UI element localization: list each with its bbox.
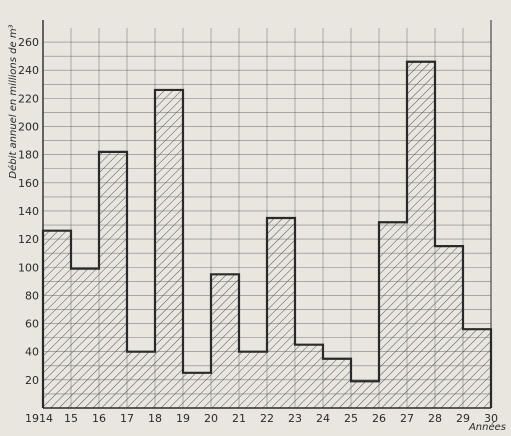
bar-21 (239, 351, 267, 408)
x-tick-label: 23 (288, 412, 302, 425)
y-tick-label: 120 (18, 233, 39, 246)
y-tick-label: 100 (18, 261, 39, 274)
bar-22 (267, 218, 295, 408)
bar-1914 (43, 230, 71, 408)
bar-16 (99, 151, 127, 408)
x-tick-label: 19 (176, 412, 190, 425)
x-tick-label: 21 (232, 412, 246, 425)
bar-27 (407, 61, 435, 409)
bar-28 (435, 246, 463, 408)
x-axis-label: Années (468, 421, 506, 432)
y-tick-label: 40 (25, 346, 39, 359)
y-tick-label: 60 (25, 318, 39, 331)
bar-25 (351, 381, 379, 408)
y-tick-label: 220 (18, 92, 39, 105)
bar-26 (379, 222, 407, 408)
x-tick-label: 18 (148, 412, 162, 425)
y-axis-label: Débit annuel en millions de m³ (7, 24, 19, 178)
bar-24 (323, 358, 351, 408)
x-tick-label: 27 (400, 412, 414, 425)
y-tick-label: 200 (18, 121, 39, 134)
y-tick-label: 20 (25, 374, 39, 387)
bar-29 (463, 329, 491, 408)
bar-15 (71, 268, 99, 408)
step-outline (41, 60, 493, 408)
x-tick-label: 29 (456, 412, 470, 425)
x-tick-label: 16 (92, 412, 106, 425)
x-tick-label: 24 (316, 412, 330, 425)
x-tick-label: 22 (260, 412, 274, 425)
y-tick-label: 240 (18, 64, 39, 77)
y-tick-label: 140 (18, 205, 39, 218)
bar-17 (127, 351, 155, 408)
x-tick-label: 26 (372, 412, 386, 425)
x-tick-label: 1914 (25, 412, 53, 425)
bar-19 (183, 372, 211, 408)
bar-23 (295, 344, 323, 408)
y-tick-label: 160 (18, 177, 39, 190)
bar-20 (211, 274, 239, 408)
y-tick-label: 260 (18, 36, 39, 49)
x-tick-label: 17 (120, 412, 134, 425)
x-tick-label: 25 (344, 412, 358, 425)
x-tick-label: 15 (64, 412, 78, 425)
x-tick-label: 30 (484, 412, 498, 425)
y-tick-label: 80 (25, 289, 39, 302)
x-tick-label: 20 (204, 412, 218, 425)
x-tick-label: 28 (428, 412, 442, 425)
bar-18 (155, 89, 183, 408)
y-tick-label: 180 (18, 149, 39, 162)
